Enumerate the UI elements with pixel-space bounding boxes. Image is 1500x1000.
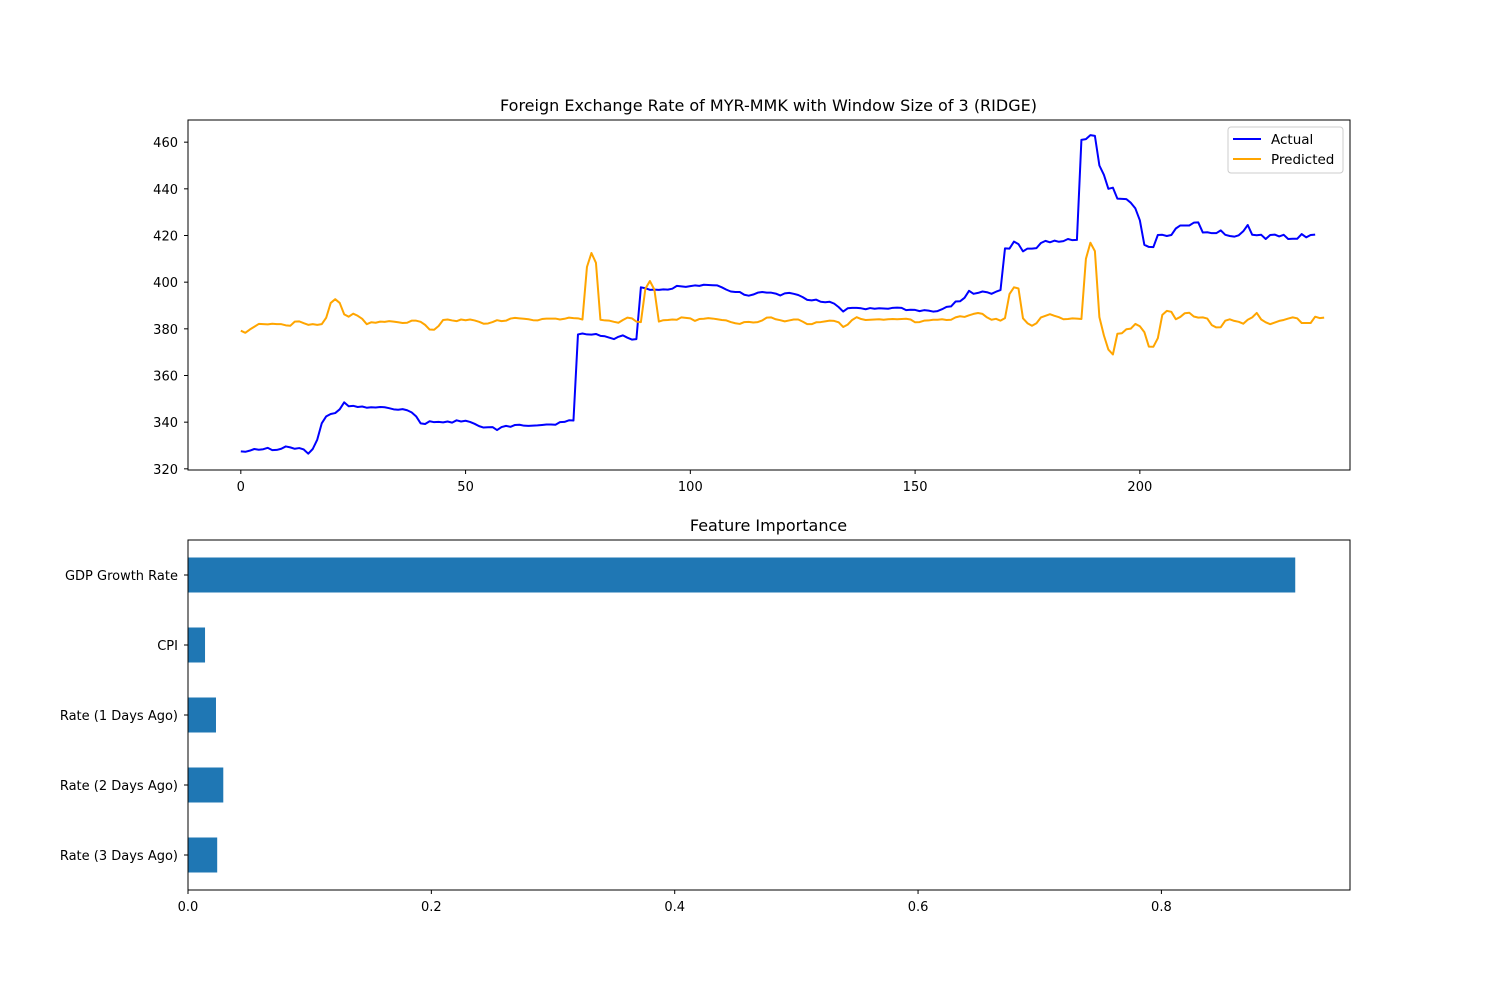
line-x-axis: 0 50 100 150 200 [237,470,1152,495]
legend: Actual Predicted [1227,126,1344,174]
y-tick-label: 420 [153,230,178,245]
bar-series-group [188,557,1296,873]
line-chart-title: Foreign Exchange Rate of MYR-MMK with Wi… [500,96,1037,115]
x-tick-label: 0.0 [178,900,199,915]
bar [188,557,1296,593]
bar-chart-title: Feature Importance [690,516,847,535]
category-label: Rate (1 Days Ago) [60,709,178,724]
line-series-group [240,134,1325,455]
category-label: Rate (3 Days Ago) [60,849,178,864]
line-chart-frame [187,119,1351,471]
x-tick-label: 0.8 [1151,900,1172,915]
category-label: Rate (2 Days Ago) [60,779,178,794]
x-tick-label: 50 [457,480,474,495]
legend-label-actual: Actual [1271,132,1313,148]
y-tick-label: 400 [153,276,178,291]
bar-chart: Feature Importance 0.0 0.2 0.4 0.6 0.8 GDP G… [60,516,1351,915]
category-label: GDP Growth Rate [65,569,178,584]
y-tick-label: 440 [153,183,178,198]
bar [188,767,224,803]
bar-x-axis: 0.0 0.2 0.4 0.6 0.8 [178,890,1172,915]
x-tick-label: 0.6 [908,900,929,915]
series-line-actual [240,134,1316,455]
y-tick-label: 460 [153,136,178,151]
x-tick-label: 0 [237,480,245,495]
y-tick-label: 340 [153,416,178,431]
x-tick-label: 0.4 [664,900,685,915]
bar [188,837,218,873]
line-y-axis: 320 340 360 380 400 420 440 460 [153,136,188,478]
x-tick-label: 0.2 [421,900,442,915]
y-tick-label: 320 [153,463,178,478]
legend-label-predicted: Predicted [1271,152,1334,168]
category-label: CPI [157,639,178,654]
y-tick-label: 360 [153,370,178,385]
x-tick-label: 150 [903,480,928,495]
x-tick-label: 100 [678,480,703,495]
series-line-predicted [240,241,1325,356]
line-chart: Foreign Exchange Rate of MYR-MMK with Wi… [153,96,1351,495]
bar [188,627,206,663]
x-tick-label: 200 [1127,480,1152,495]
bar-y-axis: GDP Growth Rate CPI Rate (1 Days Ago) Rate … [60,569,188,864]
bar [188,697,216,733]
y-tick-label: 380 [153,323,178,338]
